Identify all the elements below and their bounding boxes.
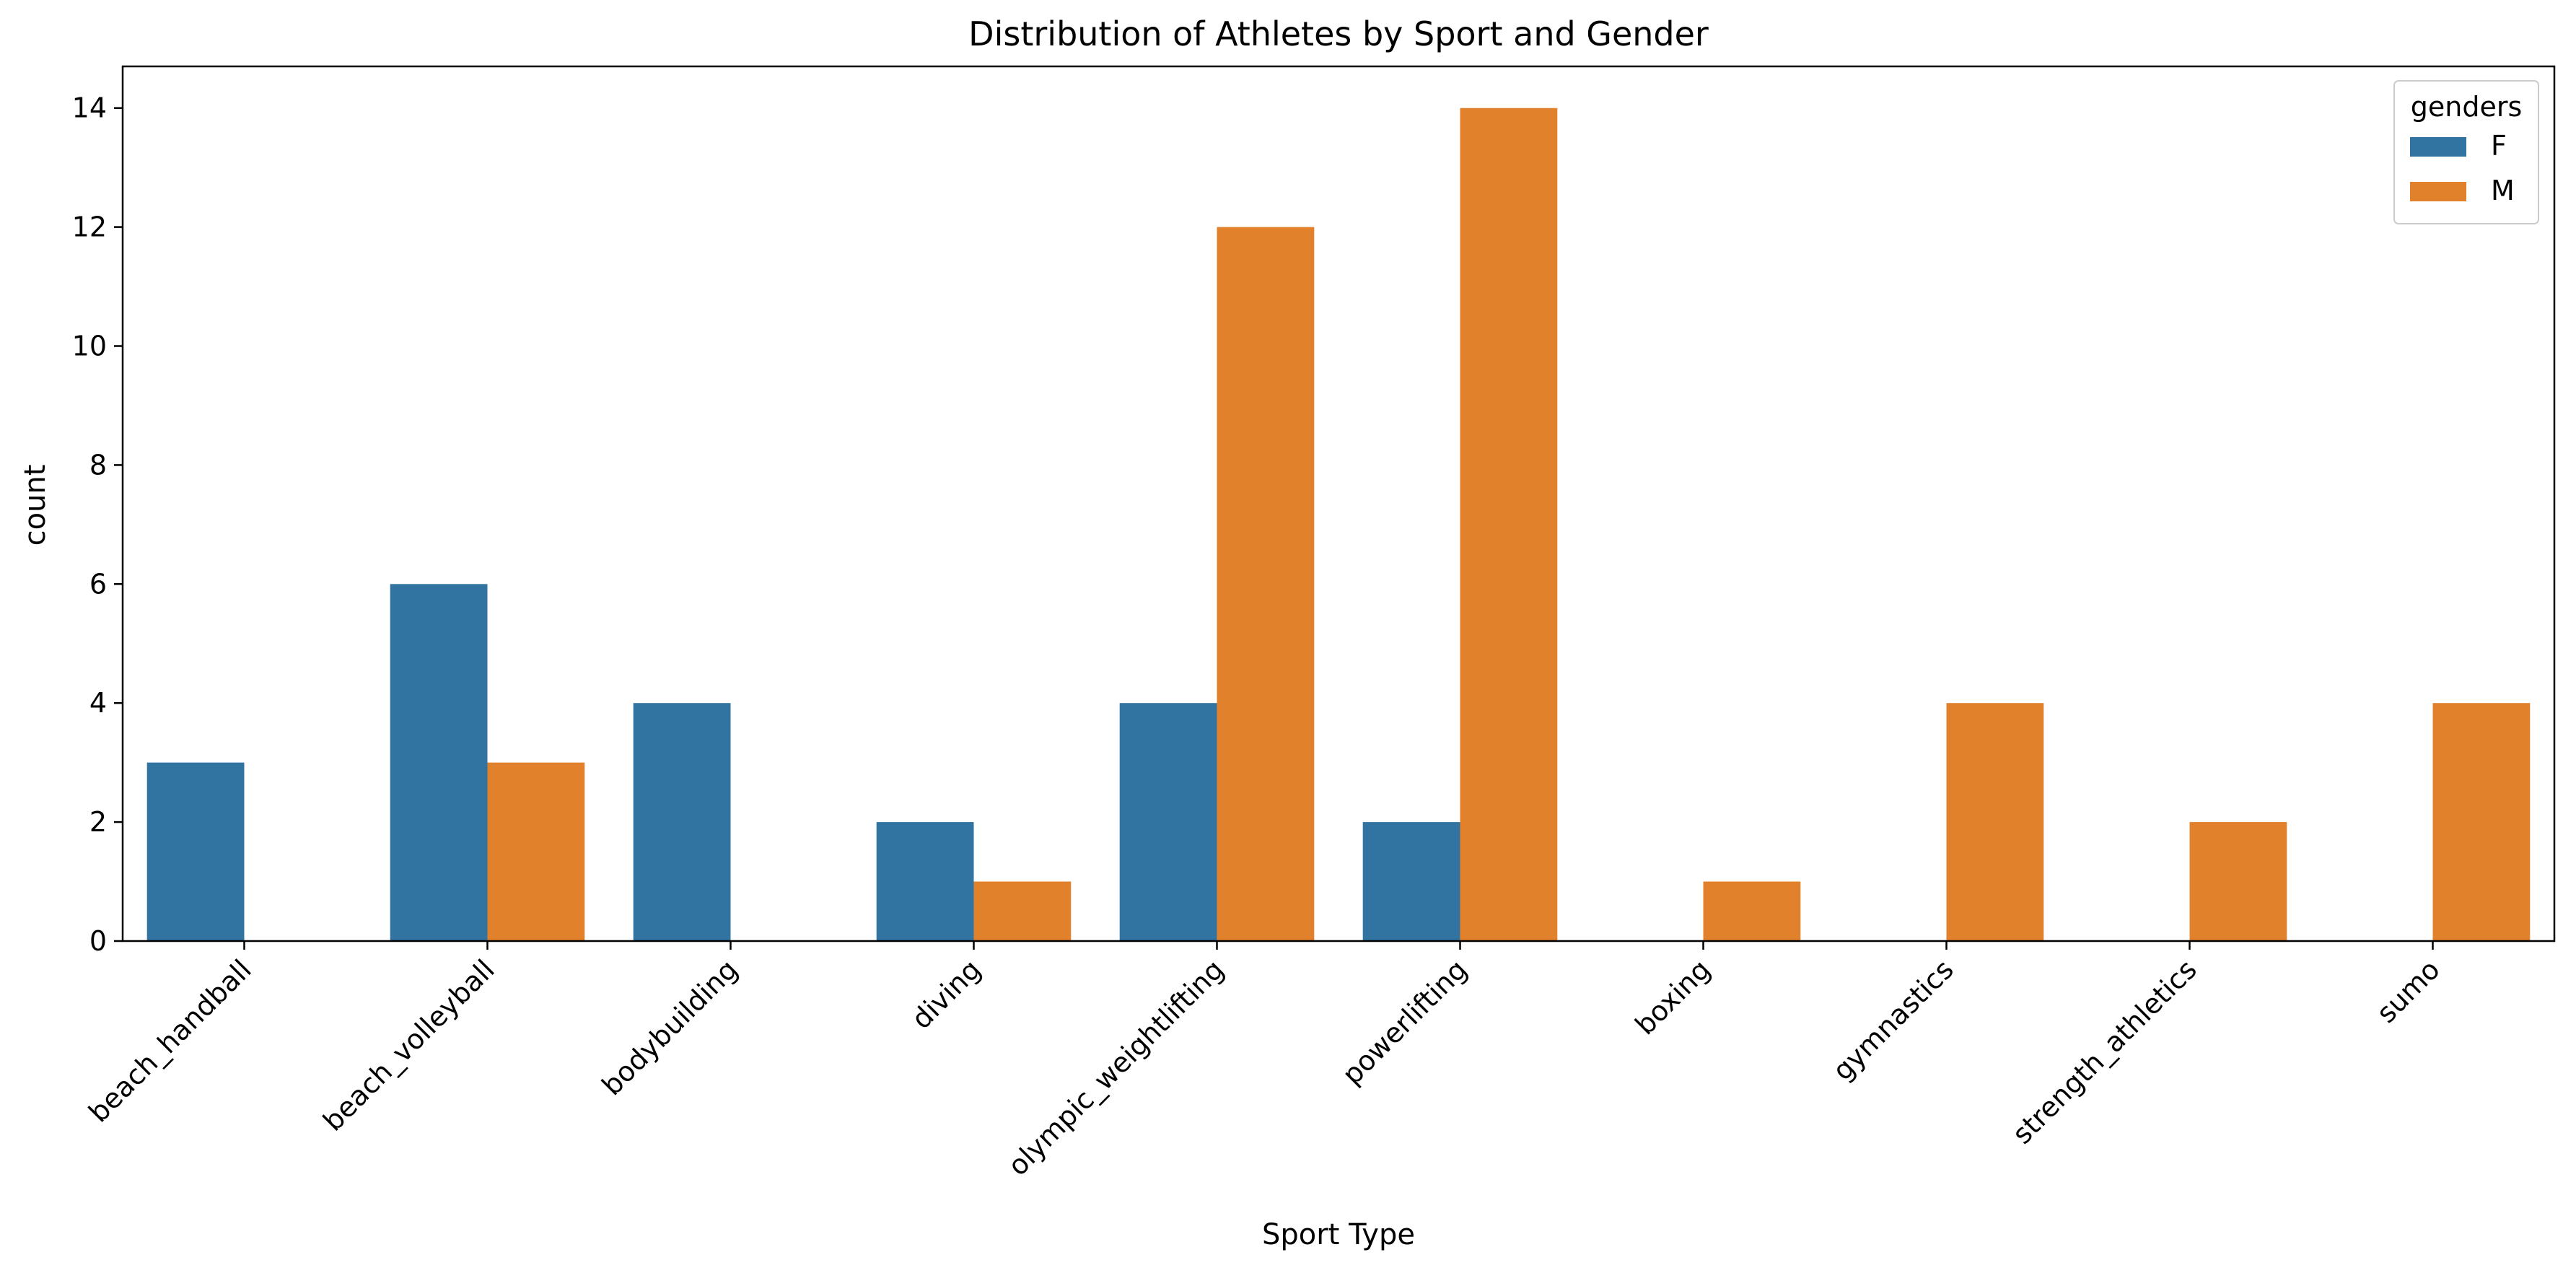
y-tick-label: 0: [89, 925, 107, 957]
legend: genders FM: [2393, 80, 2539, 224]
chart-title: Distribution of Athletes by Sport and Ge…: [968, 14, 1709, 53]
legend-label-f: F: [2491, 130, 2507, 162]
bar-f-bodybuilding: [633, 703, 731, 941]
legend-swatch-m: [2410, 182, 2466, 201]
bar-f-beach-handball: [146, 762, 245, 941]
y-tick-label: 10: [72, 331, 107, 362]
legend-title: genders: [2411, 91, 2523, 123]
y-tick-label: 2: [89, 806, 107, 838]
bar-f-powerlifting: [1362, 822, 1460, 941]
legend-swatch-f: [2410, 137, 2466, 157]
bar-m-strength-athletics: [2189, 822, 2287, 941]
legend-label-m: M: [2491, 175, 2515, 206]
y-axis-label: count: [19, 465, 52, 546]
bar-m-powerlifting: [1460, 108, 1558, 942]
y-tick-label: 8: [89, 449, 107, 481]
y-tick-label: 12: [72, 211, 107, 243]
bar-f-beach-volleyball: [390, 584, 488, 941]
bar-m-olympic-weightlifting: [1217, 227, 1315, 941]
bar-m-gymnastics: [1946, 703, 2044, 941]
y-tick-label: 6: [89, 568, 107, 600]
x-axis-label: Sport Type: [1262, 1218, 1415, 1251]
y-tick-label: 14: [72, 92, 107, 124]
y-tick-label: 4: [89, 687, 107, 719]
plot-frame: [121, 65, 2556, 942]
bar-m-beach-volleyball: [487, 762, 585, 941]
bar-f-olympic-weightlifting: [1119, 703, 1217, 941]
bar-m-diving: [973, 881, 1072, 941]
bar-m-sumo: [2432, 703, 2531, 941]
bar-f-diving: [876, 822, 974, 941]
bar-m-boxing: [1703, 881, 1801, 941]
